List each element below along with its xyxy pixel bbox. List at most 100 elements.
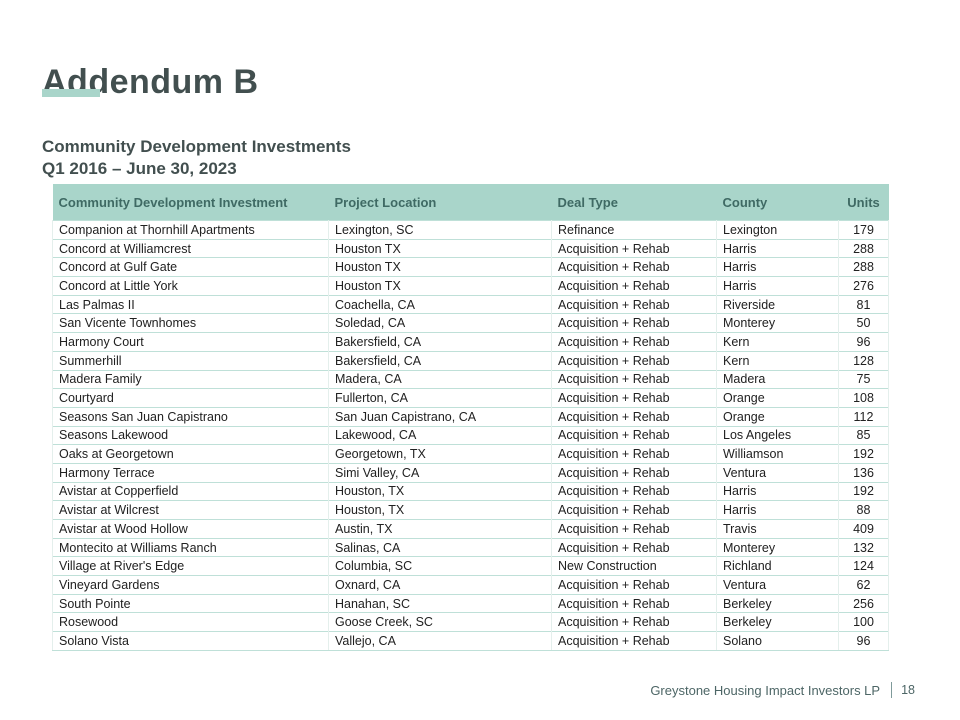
table-cell: Avistar at Wilcrest (52, 500, 329, 520)
table-cell: Houston, TX (328, 500, 552, 520)
table-cell: Acquisition + Rehab (551, 313, 717, 333)
slide-footer: Greystone Housing Impact Investors LP 18 (650, 682, 915, 698)
table-cell: Montecito at Williams Ranch (52, 537, 329, 557)
table-cell: Summerhill (52, 350, 329, 370)
table-cell: Solano Vista (52, 631, 329, 651)
table-cell: Acquisition + Rehab (551, 350, 717, 370)
table-cell: Acquisition + Rehab (551, 593, 717, 613)
table-cell: Acquisition + Rehab (551, 332, 717, 352)
table-header: Community Development Investment Project… (52, 184, 889, 221)
table-cell: Los Angeles (716, 425, 839, 445)
table-cell: Berkeley (716, 593, 839, 613)
table-cell: Monterey (716, 537, 839, 557)
table-row: Concord at Williamcrest Houston TX Acquisi… (52, 238, 889, 258)
table-cell: Seasons Lakewood (52, 425, 329, 445)
table-cell: Lexington (716, 220, 839, 240)
table-cell: 50 (838, 313, 889, 333)
table-cell: Harris (716, 276, 839, 296)
table-cell: Berkeley (716, 612, 839, 632)
table-row: Village at River's Edge Columbia, SC New C… (52, 556, 889, 576)
table-cell: Houston, TX (328, 481, 552, 501)
table-cell: Acquisition + Rehab (551, 519, 717, 539)
page-number: 18 (901, 683, 915, 697)
table-row: Harmony Terrace Simi Valley, CA Acquisitio… (52, 462, 889, 483)
table-cell: 132 (838, 537, 889, 557)
table-row: Rosewood Goose Creek, SC Acquisition + Reh… (52, 612, 889, 632)
table-cell: Houston TX (328, 238, 552, 258)
column-header-units: Units (838, 184, 889, 221)
table-cell: 179 (838, 220, 889, 240)
table-cell: Kern (716, 350, 839, 370)
table-cell: Acquisition + Rehab (551, 257, 717, 277)
table-row: Montecito at Williams Ranch Salinas, CA Ac… (52, 537, 889, 557)
table-cell: Seasons San Juan Capistrano (52, 406, 329, 427)
table-cell: Courtyard (52, 388, 329, 408)
table-cell: 256 (838, 593, 889, 613)
table-cell: 112 (838, 406, 889, 427)
table-cell: San Vicente Townhomes (52, 313, 329, 333)
investments-table-container: Community Development Investment Project… (52, 184, 889, 651)
table-cell: 409 (838, 519, 889, 539)
table-cell: 88 (838, 500, 889, 520)
table-cell: Hanahan, SC (328, 593, 552, 613)
table-body: Companion at Thornhill Apartments Lexingt… (52, 220, 889, 651)
table-cell: 62 (838, 575, 889, 595)
table-cell: Concord at Gulf Gate (52, 257, 329, 277)
table-cell: Acquisition + Rehab (551, 612, 717, 632)
table-cell: Bakersfield, CA (328, 332, 552, 352)
footer-company-name: Greystone Housing Impact Investors LP (650, 682, 881, 698)
column-header-investment: Community Development Investment (52, 184, 329, 221)
table-cell: Harris (716, 238, 839, 258)
table-cell: Refinance (551, 220, 717, 240)
table-cell: Acquisition + Rehab (551, 462, 717, 483)
table-cell: Houston TX (328, 276, 552, 296)
table-cell: New Construction (551, 556, 717, 576)
table-cell: Rosewood (52, 612, 329, 632)
table-row: Avistar at Wood Hollow Austin, TX Acquisit… (52, 519, 889, 539)
table-cell: Acquisition + Rehab (551, 481, 717, 501)
table-row: Vineyard Gardens Oxnard, CA Acquisition + … (52, 575, 889, 595)
table-row: Concord at Gulf Gate Houston TX Acquisitio… (52, 257, 889, 277)
table-cell: Williamson (716, 444, 839, 464)
table-cell: Riverside (716, 294, 839, 314)
table-cell: Acquisition + Rehab (551, 537, 717, 557)
table-cell: 288 (838, 257, 889, 277)
table-header-row: Community Development Investment Project… (52, 184, 889, 221)
table-cell: Monterey (716, 313, 839, 333)
table-cell: Acquisition + Rehab (551, 276, 717, 296)
column-header-county: County (716, 184, 839, 221)
table-cell: Solano (716, 631, 839, 651)
table-cell: 192 (838, 444, 889, 464)
table-row: Companion at Thornhill Apartments Lexingt… (52, 220, 889, 240)
table-cell: San Juan Capistrano, CA (328, 406, 552, 427)
table-cell: Avistar at Wood Hollow (52, 519, 329, 539)
table-row: Summerhill Bakersfield, CA Acquisition + R… (52, 350, 889, 370)
table-cell: 192 (838, 481, 889, 501)
table-cell: Acquisition + Rehab (551, 406, 717, 427)
table-cell: Concord at Williamcrest (52, 238, 329, 258)
table-cell: Simi Valley, CA (328, 462, 552, 483)
table-row: Las Palmas II Coachella, CA Acquisition + … (52, 294, 889, 314)
table-row: South Pointe Hanahan, SC Acquisition + Reh… (52, 593, 889, 613)
table-row: Concord at Little York Houston TX Acquisit… (52, 276, 889, 296)
table-row: Seasons San Juan Capistrano San Juan Capi… (52, 406, 889, 427)
table-cell: Harris (716, 257, 839, 277)
table-cell: Acquisition + Rehab (551, 369, 717, 389)
table-cell: 85 (838, 425, 889, 445)
table-row: Solano Vista Vallejo, CA Acquisition + Reh… (52, 631, 889, 651)
table-cell: Las Palmas II (52, 294, 329, 314)
table-cell: Vallejo, CA (328, 631, 552, 651)
table-cell: Acquisition + Rehab (551, 238, 717, 258)
table-cell: Madera, CA (328, 369, 552, 389)
table-cell: Fullerton, CA (328, 388, 552, 408)
table-cell: 128 (838, 350, 889, 370)
table-cell: Acquisition + Rehab (551, 425, 717, 445)
table-cell: Austin, TX (328, 519, 552, 539)
table-cell: Soledad, CA (328, 313, 552, 333)
table-cell: Acquisition + Rehab (551, 444, 717, 464)
table-cell: Salinas, CA (328, 537, 552, 557)
table-cell: Madera (716, 369, 839, 389)
column-header-deal-type: Deal Type (551, 184, 717, 221)
table-cell: Oaks at Georgetown (52, 444, 329, 464)
